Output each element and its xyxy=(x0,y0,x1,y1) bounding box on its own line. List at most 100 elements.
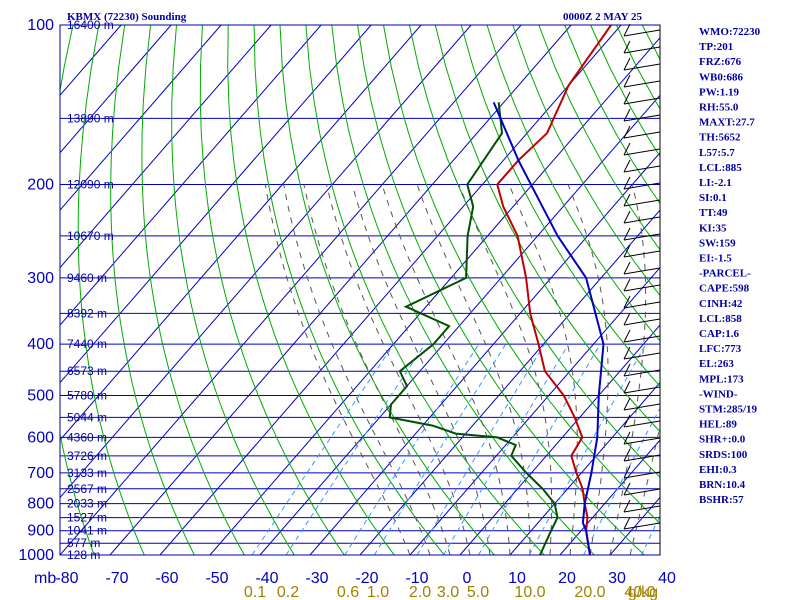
dry-adiabat xyxy=(331,25,595,555)
wind-barb xyxy=(623,182,661,190)
dry-adiabat xyxy=(772,25,800,555)
dry-adiabat xyxy=(486,25,660,342)
stat-26: HEL:89 xyxy=(699,419,737,431)
isotherm xyxy=(159,25,622,555)
wind-barb-flag xyxy=(623,448,631,462)
stat-25: STM:285/19 xyxy=(699,404,758,416)
wind-barb-flag xyxy=(623,261,631,275)
dry-adiabat xyxy=(383,25,660,524)
mixing-ratio-line xyxy=(285,343,426,555)
isotherm xyxy=(109,25,572,555)
stat-1: TP:201 xyxy=(699,41,733,53)
wind-barb-flag xyxy=(623,74,631,88)
temp-label: -10 xyxy=(405,570,428,587)
wind-barb-flag xyxy=(623,346,631,360)
mixing-ratio-label: 0.2 xyxy=(277,584,299,600)
dry-adiabat xyxy=(564,25,660,205)
isotherm xyxy=(359,209,660,555)
pressure-label: 200 xyxy=(27,177,54,194)
temperature-line xyxy=(496,25,612,555)
wind-barb-flag xyxy=(623,91,631,105)
temp-label: -80 xyxy=(55,570,78,587)
wind-barb xyxy=(623,267,661,275)
dry-adiabat xyxy=(512,25,660,297)
height-label: 6573 m xyxy=(67,364,107,378)
isotherm xyxy=(60,25,272,269)
stat-12: TT:49 xyxy=(699,207,728,219)
height-label: 8392 m xyxy=(67,306,107,320)
stat-24: -WIND- xyxy=(699,388,738,400)
wind-barb xyxy=(623,63,661,71)
temp-label: -70 xyxy=(105,570,128,587)
stat-18: CINH:42 xyxy=(699,298,743,310)
wind-barb xyxy=(623,335,661,343)
wind-barb-flag xyxy=(623,244,631,258)
stat-15: EI:-1.5 xyxy=(699,253,732,265)
temp-label: -40 xyxy=(255,570,278,587)
wind-barb-flag xyxy=(623,431,631,445)
pressure-label: 600 xyxy=(27,429,54,446)
isotherm xyxy=(60,25,472,499)
mixing-ratio-label: 1.0 xyxy=(367,584,389,600)
wind-barb-flag xyxy=(623,57,631,71)
temp-label: 40 xyxy=(658,570,676,587)
stat-2: FRZ:676 xyxy=(699,56,742,68)
wind-barb xyxy=(623,301,661,309)
moist-adiabat xyxy=(283,184,431,555)
wind-barb-flag xyxy=(623,312,631,326)
pressure-label: 400 xyxy=(27,336,54,353)
moist-adiabat xyxy=(458,184,553,555)
height-label: 9460 m xyxy=(67,271,107,285)
wind-barb xyxy=(623,437,661,445)
mixing-ratio-label: 2.0 xyxy=(409,584,431,600)
mixing-ratio-label: 0.1 xyxy=(244,584,266,600)
plot-area xyxy=(60,25,800,555)
wind-barb-flag xyxy=(623,278,631,292)
parcel-line xyxy=(492,102,605,555)
height-label: 12090 m xyxy=(67,178,114,192)
mixing-ratio-label: 3.0 xyxy=(437,584,459,600)
height-label: 3726 m xyxy=(67,449,107,463)
mixing-ratio-label: 5.0 xyxy=(467,584,489,600)
moist-adiabat xyxy=(303,184,451,555)
height-label: 13890 m xyxy=(67,111,114,125)
isotherm xyxy=(60,25,422,441)
wind-barb xyxy=(623,522,661,530)
mixing-ratio-label: 10.0 xyxy=(514,584,545,600)
pressure-label: 1000 xyxy=(18,547,54,564)
isotherm xyxy=(509,381,660,555)
height-label: 1527 m xyxy=(67,511,107,525)
height-label: 7440 m xyxy=(67,337,107,351)
wind-barb-flag xyxy=(623,210,631,224)
height-label: 128 m xyxy=(67,548,100,562)
isotherm xyxy=(60,25,222,211)
moist-adiabat xyxy=(629,424,660,555)
mixing-ratio-label: 20.0 xyxy=(574,584,605,600)
stat-17: CAPE:598 xyxy=(699,283,750,295)
moist-adiabat xyxy=(351,184,491,555)
wind-barb-flag xyxy=(623,176,631,190)
mixing-ratio-line xyxy=(443,343,570,555)
stat-29: EHI:0.3 xyxy=(699,464,737,476)
dry-adiabat xyxy=(434,25,660,433)
wind-barb xyxy=(623,114,661,122)
wind-barb-flag xyxy=(623,125,631,139)
dry-adiabat xyxy=(305,25,545,555)
plot-frame xyxy=(59,24,661,556)
stat-10: LI:-2.1 xyxy=(699,177,732,189)
dry-adiabat xyxy=(253,25,445,555)
stat-19: LCL:858 xyxy=(699,313,742,325)
stat-30: BRN:10.4 xyxy=(699,479,746,491)
sounding-time: 0000Z 2 MAY 25 xyxy=(563,11,642,23)
wind-barb xyxy=(623,488,661,496)
pressure-label: 100 xyxy=(27,17,54,34)
isotherm xyxy=(409,266,660,555)
height-label: 2033 m xyxy=(67,497,107,511)
wind-barb-flag xyxy=(623,159,631,173)
wind-barb-flag xyxy=(623,499,631,513)
pressure-label: 300 xyxy=(27,270,54,287)
stat-3: WB0:686 xyxy=(699,71,744,83)
wind-barb-flag xyxy=(623,397,631,411)
